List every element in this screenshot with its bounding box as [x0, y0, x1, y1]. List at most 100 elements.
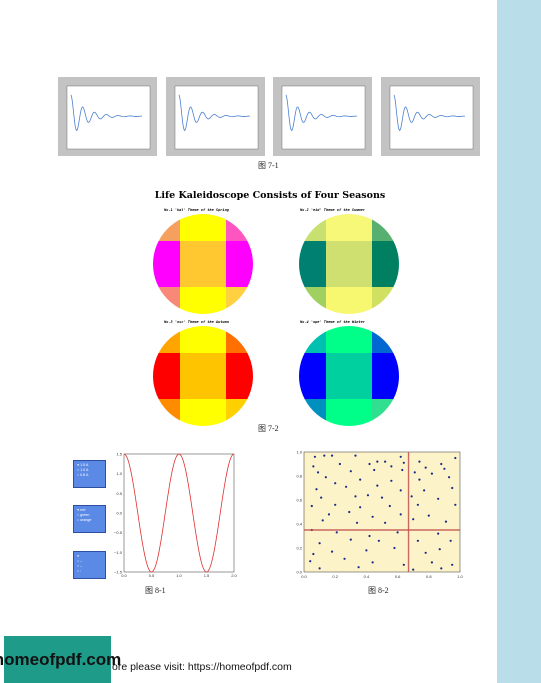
x-tick-label: 0.6 — [395, 574, 401, 579]
scatter-point — [366, 494, 370, 497]
scatter-point — [390, 479, 393, 482]
scatter-point — [447, 476, 451, 479]
scatter-point — [402, 461, 405, 464]
kaleidoscope-cell — [372, 353, 399, 400]
x-tick-label: 1.0 — [457, 574, 463, 579]
y-tick-label: −1.0 — [114, 550, 123, 555]
scatter-point — [354, 495, 357, 498]
scatter-point — [427, 514, 430, 517]
fig8-1-caption: 图 8-1 — [145, 586, 166, 595]
scatter-point — [315, 488, 318, 491]
legend-label: 1.0 A — [80, 468, 89, 472]
legend-label: : — [80, 569, 82, 573]
x-tick-label: 0.0 — [121, 573, 127, 578]
y-tick-label: 1.0 — [296, 450, 302, 455]
scatter-point — [440, 462, 443, 466]
kaleidoscope-cell — [180, 353, 227, 400]
scatter-point — [371, 515, 374, 518]
legend-label: -- — [80, 559, 83, 563]
scatter-point — [424, 466, 427, 469]
footer-visit-text[interactable]: ore please visit: https://homeofpdf.com — [112, 661, 292, 673]
scatter-point — [416, 503, 419, 506]
kaleidoscope-cell — [326, 287, 373, 314]
kaleidoscope-cell — [299, 353, 327, 400]
scatter-point — [330, 550, 334, 553]
scatter-point — [423, 489, 426, 492]
legend-item: ● 1.5 A — [77, 463, 89, 467]
scatter-point — [334, 503, 337, 506]
legend-label: -. — [80, 564, 83, 568]
scatter-point — [451, 486, 454, 490]
fig7-2-caption: 图 7-2 — [258, 424, 279, 433]
scatter-point — [318, 542, 321, 545]
scatter-point — [349, 470, 352, 473]
scatter-point — [354, 454, 357, 457]
scatter-point — [437, 497, 440, 500]
legend-label: 0.8 A — [80, 473, 89, 477]
fig8-1-plot-area — [123, 453, 235, 573]
fig7-1-axes-2 — [174, 85, 259, 150]
fig7-1-curve-2 — [178, 94, 250, 132]
scatter-point — [412, 518, 415, 521]
scatter-point — [345, 485, 348, 488]
fig7-1-curve-4 — [393, 94, 465, 132]
y-tick-label: 0.4 — [296, 522, 302, 527]
scatter-point — [318, 567, 321, 570]
scatter-point — [334, 482, 337, 485]
scatter-point — [401, 468, 404, 472]
scatter-point — [373, 468, 376, 472]
legend-item: ○ -. — [77, 564, 83, 568]
fig7-1-axes-3 — [281, 85, 366, 150]
fig7-1-axes-1 — [66, 85, 151, 150]
y-tick-label: 0.2 — [296, 546, 302, 551]
y-tick-label: 0.0 — [296, 570, 302, 575]
x-tick-label: 0.2 — [332, 574, 338, 579]
scatter-point — [443, 467, 446, 470]
scatter-point — [376, 460, 379, 463]
right-sidebar — [497, 0, 541, 683]
y-tick-label: −1.5 — [114, 570, 123, 575]
scatter-point — [399, 455, 402, 458]
scatter-point — [437, 532, 440, 535]
scatter-point — [430, 472, 434, 475]
fig7-2-title: Life Kaleidoscope Consists of Four Seaso… — [154, 190, 386, 201]
scatter-point — [393, 546, 396, 550]
scatter-point — [368, 534, 371, 538]
legend-item: ● — [77, 554, 80, 558]
fig7-1-caption: 图 7-1 — [258, 161, 279, 170]
kaleidoscope-cell — [180, 214, 227, 242]
kaleidoscope-cell — [180, 399, 227, 426]
scatter-point — [380, 496, 384, 499]
kaleidoscope-cell — [153, 241, 181, 288]
scatter-point — [402, 563, 405, 566]
x-tick-label: 1.5 — [204, 573, 210, 578]
scatter-point — [348, 510, 351, 514]
kaleidoscope-cell — [180, 241, 227, 288]
scatter-point — [413, 471, 416, 474]
legend-item: ● red — [77, 508, 86, 512]
legend-item: ○ 0.8 A — [77, 473, 89, 477]
cosine-series-line — [123, 453, 235, 573]
fig8-1-legend-2: ● red ○ green ○ orange — [73, 505, 106, 533]
scatter-point — [359, 506, 362, 509]
scatter-point — [454, 456, 457, 460]
fig7-1-curve-3 — [285, 94, 357, 132]
kaleidoscope-cell — [326, 326, 373, 354]
scatter-point — [454, 503, 457, 506]
fig7-2-subtitle-1: No.1 'kal' Theme of the Spring — [164, 208, 229, 212]
scatter-point — [396, 531, 399, 534]
scatter-point — [444, 520, 448, 523]
scatter-point — [316, 471, 320, 474]
kaleidoscope-cell — [226, 241, 253, 288]
fig7-2-subtitle-4: No.4 'ope' Theme of the Winter — [300, 320, 365, 324]
logo-text: homeofpdf.com — [0, 649, 122, 669]
scatter-point — [359, 478, 362, 481]
homeofpdf-logo[interactable]: homeofpdf.com — [0, 636, 121, 683]
legend-label: orange — [80, 518, 92, 522]
scatter-point — [376, 484, 379, 487]
kaleidoscope-cell — [153, 353, 181, 400]
scatter-point — [418, 478, 421, 481]
